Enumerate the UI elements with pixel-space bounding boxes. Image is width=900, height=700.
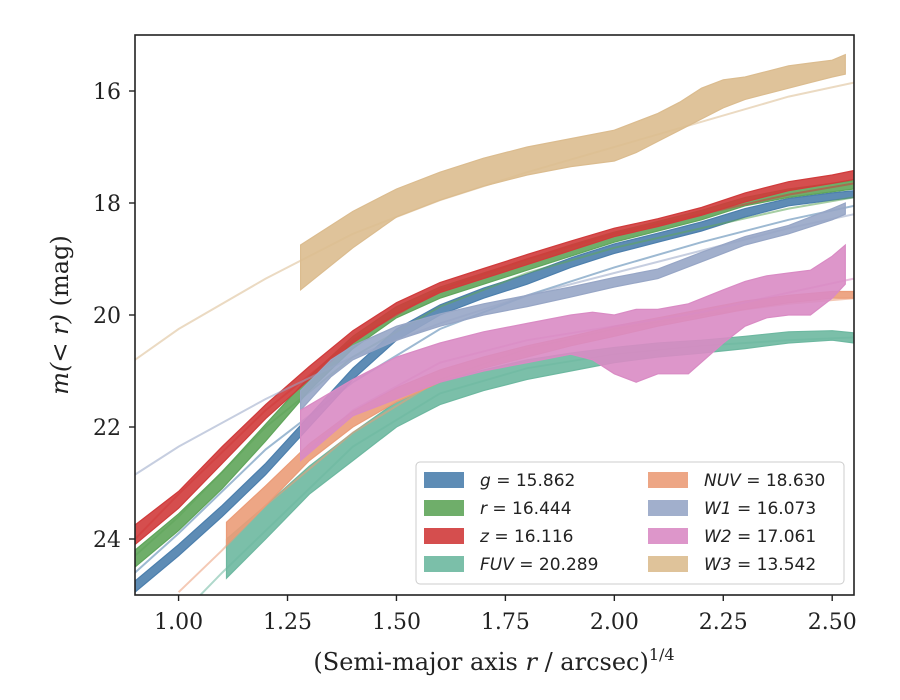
y-tick-label: 18 <box>93 192 121 217</box>
x-axis-label: (Semi-major axis r / arcsec)1/4 <box>313 645 674 676</box>
band-w2 <box>300 243 846 462</box>
y-axis: 16 18 20 22 24 <box>93 80 135 553</box>
legend-swatch-z <box>424 528 464 544</box>
legend-label-w1: W1 = 16.073 <box>704 499 816 519</box>
x-tick-label: 2.00 <box>590 610 639 635</box>
x-tick-label: 1.75 <box>481 610 530 635</box>
x-axis: 1.00 1.25 1.50 1.75 2.00 2.25 2.50 <box>154 595 857 635</box>
y-tick-label: 24 <box>93 528 121 553</box>
legend-swatch-r <box>424 500 464 516</box>
x-tick-label: 2.50 <box>808 610 857 635</box>
band-z <box>135 169 854 546</box>
legend-swatch-w3 <box>648 556 688 572</box>
legend-label-g: g = 15.862 <box>480 471 575 491</box>
band-w1 <box>300 202 846 412</box>
legend-swatch-nuv <box>648 472 688 488</box>
series-layer <box>135 53 854 595</box>
legend-swatch-g <box>424 472 464 488</box>
band-w3 <box>300 53 846 292</box>
legend-label-w3: W3 = 13.542 <box>704 555 816 575</box>
x-tick-label: 2.25 <box>699 610 748 635</box>
x-tick-label: 1.25 <box>263 610 312 635</box>
y-axis-label: m(< r) (mag) <box>46 235 74 395</box>
legend-label-nuv: NUV = 18.630 <box>704 471 825 491</box>
x-tick-label: 1.50 <box>372 610 421 635</box>
legend-swatch-w1 <box>648 500 688 516</box>
legend-label-r: r = 16.444 <box>480 499 572 519</box>
y-tick-label: 16 <box>93 80 121 105</box>
y-tick-label: 22 <box>93 416 121 441</box>
legend-label-fuv: FUV = 20.289 <box>480 555 598 575</box>
legend: g = 15.862 r = 16.444 z = 16.116 FUV = 20.2… <box>415 461 845 585</box>
legend-swatch-w2 <box>648 528 688 544</box>
legend-swatch-fuv <box>424 556 464 572</box>
legend-label-w2: W2 = 17.061 <box>704 527 816 547</box>
legend-frame <box>415 461 845 585</box>
legend-label-z: z = 16.116 <box>479 527 573 547</box>
x-tick-label: 1.00 <box>154 610 203 635</box>
y-tick-label: 20 <box>93 304 121 329</box>
